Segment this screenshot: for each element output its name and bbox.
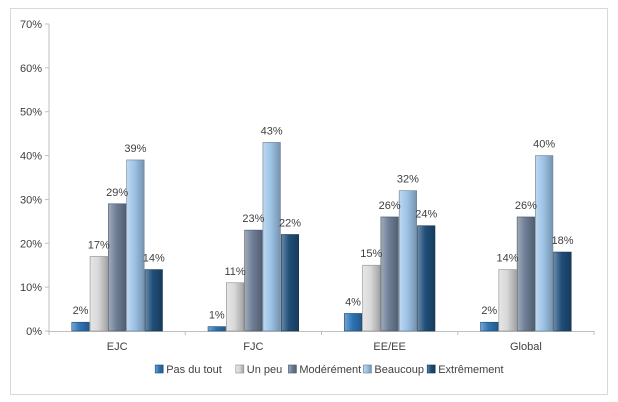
x-tick-label: FJC	[243, 341, 263, 353]
bar	[553, 251, 572, 332]
legend-label: Beaucoup	[374, 364, 424, 376]
legend-swatch	[235, 364, 245, 374]
legend-label: Un peu	[247, 364, 282, 376]
data-label: 2%	[73, 305, 89, 317]
bar	[89, 256, 108, 332]
data-label: 43%	[261, 125, 283, 137]
legend-swatch	[154, 364, 164, 374]
x-tick-label: EJC	[107, 341, 128, 353]
data-label: 14%	[497, 253, 519, 265]
legend-label: Pas du tout	[166, 364, 222, 376]
bar	[280, 234, 300, 332]
y-tick-label: 70%	[20, 19, 42, 31]
bar	[144, 269, 163, 332]
data-label: 17%	[88, 239, 110, 251]
bar	[207, 326, 226, 332]
data-label: 1%	[209, 310, 225, 322]
data-label: 23%	[242, 213, 264, 225]
data-label: 29%	[106, 187, 128, 199]
bar	[108, 203, 127, 332]
data-label: 24%	[415, 209, 437, 221]
legend-swatch	[288, 364, 297, 374]
bar	[126, 159, 145, 332]
bar	[226, 282, 245, 332]
data-label: 11%	[224, 266, 245, 278]
y-tick-label: 30%	[20, 194, 42, 206]
data-label: 40%	[533, 139, 555, 151]
bar	[262, 142, 281, 332]
data-label: 14%	[143, 253, 165, 265]
bar	[362, 264, 381, 332]
bar	[498, 269, 517, 332]
legend-label: Modérément	[299, 364, 361, 376]
y-tick-label: 10%	[20, 282, 42, 294]
bars	[71, 142, 572, 332]
bar	[343, 313, 363, 332]
data-label: 18%	[551, 235, 573, 247]
bar	[480, 321, 499, 332]
legend-swatch	[426, 364, 436, 374]
bar	[398, 190, 417, 332]
x-tick-label: Global	[510, 341, 542, 353]
data-label: 26%	[515, 200, 537, 212]
bar	[71, 321, 90, 332]
data-label: 32%	[397, 174, 419, 186]
data-label: 22%	[279, 218, 301, 230]
bar	[516, 216, 535, 332]
bar	[244, 229, 263, 332]
data-label: 4%	[345, 296, 361, 308]
data-label: 39%	[124, 143, 146, 155]
legend: Pas du tout Un peu Modérément Beaucoup Extrê…	[154, 364, 504, 376]
data-label: 15%	[360, 248, 382, 260]
data-label: 2%	[481, 305, 497, 317]
y-tick-label: 50%	[20, 107, 42, 119]
bar	[535, 155, 554, 332]
y-tick-label: 60%	[20, 63, 42, 75]
bar	[417, 225, 436, 332]
x-tick-label: EE/EE	[373, 341, 405, 353]
bar	[380, 216, 399, 332]
legend-swatch	[363, 364, 372, 374]
y-tick-label: 20%	[20, 238, 42, 250]
y-tick-label: 0%	[26, 326, 42, 338]
axes: 0% 10% 20% 30% 40% 50% 60% 70% EJC FJC EE/EE Global	[20, 19, 595, 353]
data-label: 26%	[379, 200, 401, 212]
data-labels: 2% 17% 29% 39% 14% 1% 11% 23% 43% 22% 4% 15% 26% 32% 2…	[73, 125, 574, 321]
legend-label: Extrêmement	[438, 364, 503, 376]
y-tick-label: 40%	[20, 151, 42, 163]
